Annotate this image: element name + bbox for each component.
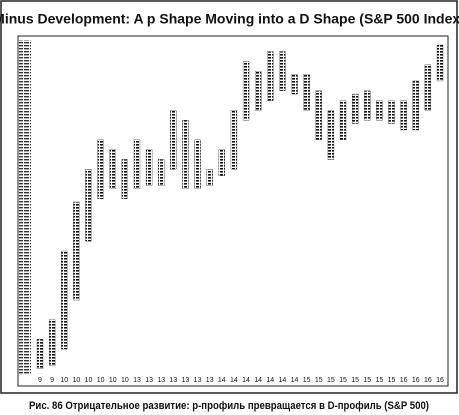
profile-column	[109, 149, 116, 190]
profile-column	[412, 80, 419, 131]
profile-column	[242, 61, 250, 121]
price-scale	[19, 40, 31, 375]
profile-column	[376, 100, 383, 121]
profile-column	[194, 139, 201, 190]
profile-column	[36, 339, 44, 369]
plot-frame	[17, 35, 449, 387]
profile-column	[327, 110, 335, 160]
x-tick-label: 13	[157, 377, 165, 384]
x-tick-label: 16	[424, 377, 432, 384]
x-tick-label: 15	[375, 377, 383, 384]
profile-column	[182, 120, 189, 190]
x-tick-label: 15	[388, 377, 396, 384]
x-tick-label: 9	[50, 377, 54, 384]
x-tick-label: 14	[279, 377, 287, 384]
profile-column	[315, 90, 322, 140]
x-tick-label: 14	[242, 377, 250, 384]
profile-column	[48, 319, 56, 366]
profile-column	[85, 169, 92, 242]
x-tick-label: 10	[85, 377, 93, 384]
x-tick-label: 10	[109, 377, 117, 384]
x-tick-label: 15	[351, 377, 359, 384]
profile-column	[339, 100, 347, 140]
profile-column	[61, 250, 68, 350]
x-tick-label: 15	[339, 377, 347, 384]
x-tick-label: 9	[38, 377, 42, 384]
profile-column	[255, 71, 262, 111]
x-tick-label: 13	[206, 377, 214, 384]
x-tick-label: 15	[315, 377, 323, 384]
profile-column	[158, 159, 165, 186]
x-tick-label: 14	[254, 377, 262, 384]
x-tick-label: 16	[400, 377, 408, 384]
x-tick-label: 10	[97, 377, 105, 384]
x-tick-label: 13	[169, 377, 177, 384]
profile-column	[303, 74, 310, 111]
profile-column	[133, 139, 141, 190]
profile-column	[436, 44, 444, 82]
profile-column	[364, 90, 371, 121]
x-tick-label: 14	[218, 377, 226, 384]
profile-column	[400, 100, 407, 131]
outer-frame	[0, 0, 458, 394]
x-tick-label: 15	[327, 377, 335, 384]
profile-column	[121, 159, 128, 199]
x-tick-label: 13	[133, 377, 141, 384]
x-tick-label: 10	[121, 377, 129, 384]
profile-column	[206, 169, 213, 186]
profile-column	[73, 201, 80, 301]
x-tick-label: 13	[194, 377, 202, 384]
profile-column	[230, 110, 238, 170]
x-tick-label: 16	[412, 377, 420, 384]
profile-column	[97, 139, 104, 199]
x-tick-label: 13	[182, 377, 190, 384]
x-tick-label: 16	[436, 377, 444, 384]
x-tick-label: 15	[363, 377, 371, 384]
profile-column	[145, 149, 153, 186]
x-tick-label: 10	[60, 377, 68, 384]
x-tick-label: 15	[303, 377, 311, 384]
x-tick-label: 14	[266, 377, 274, 384]
profile-column	[388, 100, 395, 124]
x-tick-label: 14	[230, 377, 238, 384]
profile-column	[170, 110, 177, 170]
caption: Рис. 86 Отрицательное развитие: p-профил…	[29, 400, 429, 412]
x-tick-label: 10	[72, 377, 80, 384]
profile-column	[291, 74, 298, 95]
profile-column	[279, 51, 286, 91]
profile-column	[424, 64, 432, 111]
x-tick-label: 14	[291, 377, 299, 384]
x-tick-label: 13	[145, 377, 153, 384]
profile-column	[267, 51, 274, 101]
profile-column	[352, 93, 359, 124]
profile-column	[218, 149, 225, 176]
chart-title: Minus Development: A p Shape Moving into…	[0, 11, 459, 27]
